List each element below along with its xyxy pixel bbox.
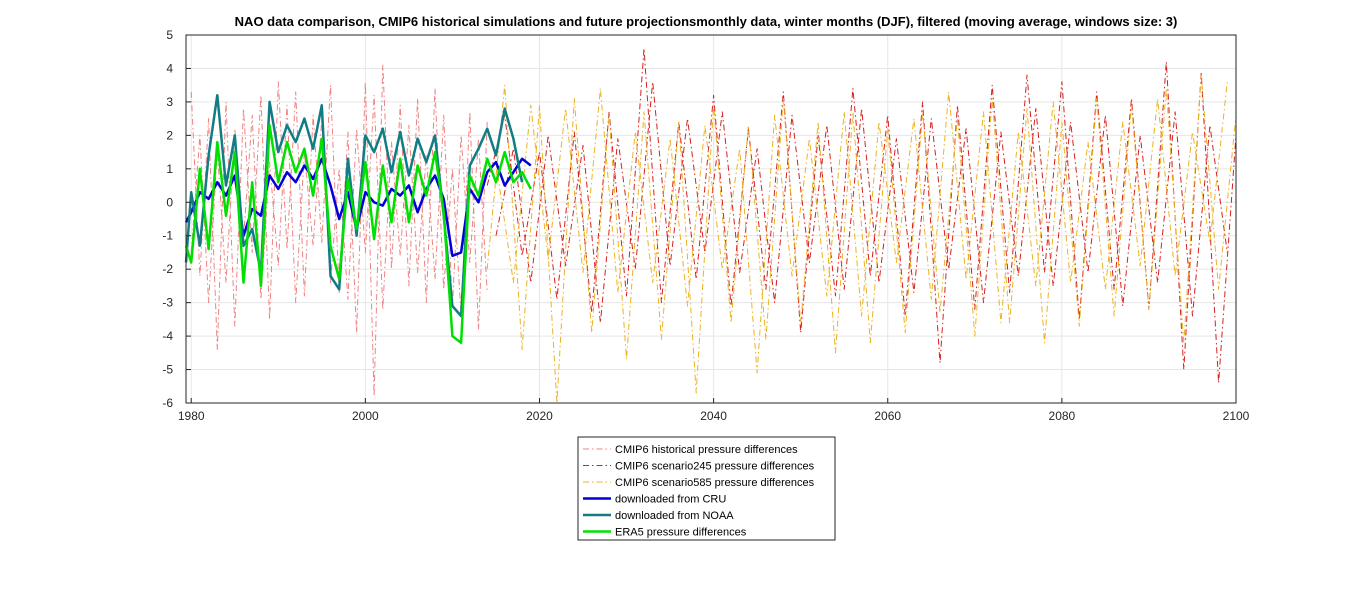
series-lines	[184, 47, 1237, 404]
series-line-0	[190, 64, 488, 397]
series-line-5	[495, 81, 1228, 374]
chart-title: NAO data comparison, CMIP6 historical si…	[235, 14, 1178, 29]
x-tick-label: 2040	[700, 409, 727, 423]
y-tick-label: -4	[162, 329, 173, 343]
legend-label: CMIP6 scenario245 pressure differences	[615, 461, 815, 473]
x-tick-label: 2100	[1223, 409, 1250, 423]
series-line-8	[184, 124, 532, 345]
x-tick-label: 2060	[874, 409, 901, 423]
legend-label: CMIP6 historical pressure differences	[615, 444, 798, 456]
legend-label: ERA5 pressure differences	[615, 527, 747, 539]
x-tick-label: 2080	[1049, 409, 1076, 423]
y-tick-label: -1	[162, 229, 173, 243]
axis-ticks: 1980 2000 2020 2040 2060 2080 2100 5 4 3 2 1 0 -1 -2 -3…	[162, 28, 1249, 423]
legend-label: downloaded from CRU	[615, 494, 726, 506]
y-tick-label: -6	[162, 396, 173, 410]
series-line-3	[495, 81, 1228, 324]
legend-box	[577, 436, 836, 541]
y-tick-label: -3	[162, 296, 173, 310]
x-tick-label: 2000	[352, 409, 379, 423]
series-line-2	[486, 47, 1237, 384]
legend-label: downloaded from NOAA	[615, 510, 734, 522]
y-tick-label: 4	[166, 61, 173, 75]
y-tick-label: 3	[166, 95, 173, 109]
y-tick-label: -2	[162, 262, 173, 276]
x-tick-label: 1980	[178, 409, 205, 423]
legend-label: CMIP6 scenario585 pressure differences	[615, 477, 815, 489]
y-tick-label: 5	[166, 28, 173, 42]
plot-area-border	[185, 34, 1237, 404]
y-tick-label: 0	[166, 195, 173, 209]
x-tick-label: 2020	[526, 409, 553, 423]
series-line-4	[486, 74, 1237, 404]
y-tick-label: -5	[162, 363, 173, 377]
y-tick-label: 2	[166, 128, 173, 142]
legend[interactable]: CMIP6 historical pressure differences CMI…	[577, 436, 836, 541]
y-tick-label: 1	[166, 162, 173, 176]
